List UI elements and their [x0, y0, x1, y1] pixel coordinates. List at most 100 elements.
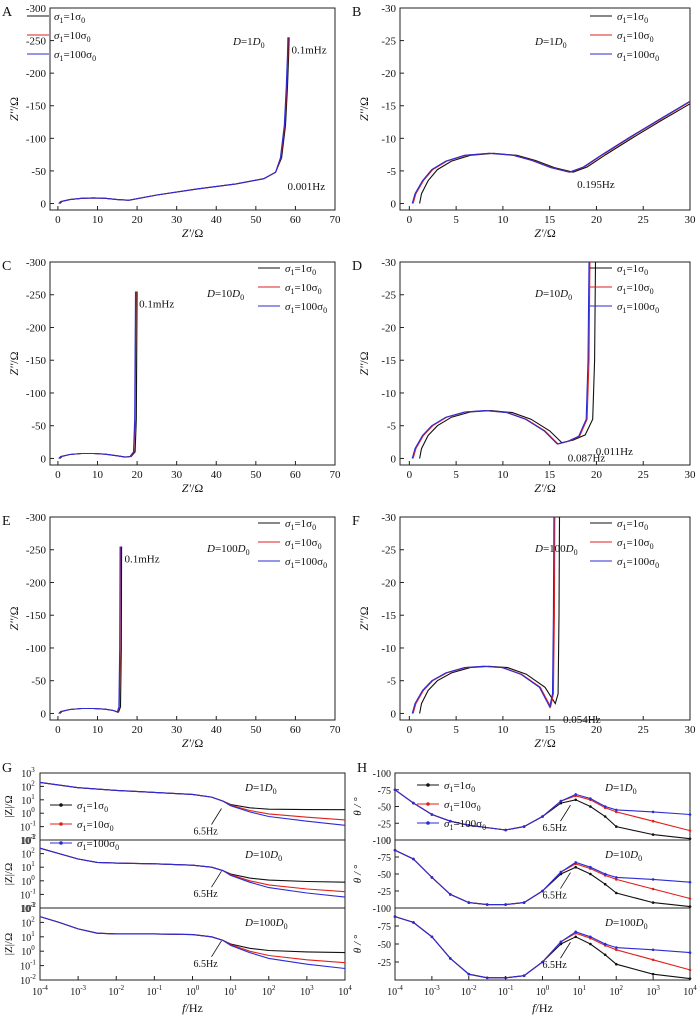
series-marker: [485, 976, 489, 980]
condition-label: D=100D0: [206, 543, 250, 557]
y-tick-label: -100: [373, 904, 391, 915]
series-marker: [589, 935, 592, 939]
y-tick-label: -25: [381, 290, 396, 302]
y-tick-label: -50: [31, 421, 46, 433]
x-tick-label: 100: [186, 984, 200, 998]
x-axis-label: Z'/Ω: [534, 736, 556, 750]
x-axis-label: Z'/Ω: [534, 226, 556, 240]
frequency-annotation: 6.5Hz: [193, 826, 218, 837]
legend-label: σ1=10σ0: [285, 282, 322, 296]
frequency-annotation: 0.1mHz: [139, 298, 174, 310]
x-axis-label: f/Hz: [532, 1001, 553, 1015]
x-tick-label: 25: [638, 469, 650, 481]
legend-item: σ1=1σ0: [258, 518, 316, 532]
series-marker: [589, 872, 592, 876]
x-tick-label: 40: [211, 724, 223, 736]
legend-label: σ1=100σ0: [617, 301, 659, 315]
y-tick-label: 100: [21, 944, 35, 958]
legend-label: σ1=10σ0: [285, 537, 322, 551]
legend-item: σ1=1σ0: [50, 800, 108, 814]
series-marker: [688, 829, 692, 832]
x-tick-label: 0: [55, 724, 61, 736]
series-marker: [467, 972, 471, 976]
x-tick-label: 30: [685, 469, 697, 481]
series-marker: [412, 857, 415, 861]
y-tick-label: -150: [26, 101, 47, 113]
x-tick-label: 10: [497, 469, 509, 481]
frequency-annotation: 0.001Hz: [288, 181, 326, 193]
panel-C: C 0 10 20 30 40 50 60 70 0 -50 -100 -150 -200 -250 -300…: [2, 257, 341, 495]
y-tick-label: -50: [31, 166, 46, 178]
series-marker: [603, 872, 607, 876]
x-axis-label: Z'/Ω: [182, 481, 204, 495]
y-tick-label: -75: [378, 922, 391, 933]
legend-label: σ1=100σ0: [54, 49, 96, 63]
y-tick-label: -150: [26, 355, 47, 367]
x-axis-label: f/Hz: [182, 1001, 203, 1015]
series-marker: [504, 903, 507, 906]
series-line: [58, 546, 122, 714]
panel-letter: E: [2, 514, 11, 529]
series-marker: [430, 876, 434, 879]
x-tick-label: 102: [262, 984, 276, 998]
y-axis-label: |Z|/Ω: [3, 933, 15, 955]
panel-letter: B: [352, 5, 361, 20]
condition-label: D=10D0: [206, 288, 244, 302]
series-marker: [615, 962, 618, 966]
series-marker: [559, 942, 563, 946]
annotation-arrow: [560, 804, 571, 822]
y-tick-label: -250: [26, 36, 47, 48]
condition-label: D=1D0: [604, 782, 637, 796]
legend-item: σ1=100σ0: [258, 556, 327, 570]
condition-label: D=1D0: [244, 782, 277, 796]
y-axis-label: Z''/Ω: [357, 606, 371, 630]
y-tick-label: -15: [381, 355, 396, 367]
x-tick-label: 20: [132, 214, 144, 226]
x-tick-label: 0: [55, 469, 61, 481]
series-marker: [589, 942, 592, 946]
legend-item: σ1=100σ0: [417, 818, 486, 832]
x-tick-label: 10-4: [387, 984, 403, 998]
series-marker: [393, 848, 397, 852]
x-tick-label: 20: [591, 469, 603, 481]
y-tick-label: -200: [26, 68, 47, 80]
frequency-annotation: 0.1mHz: [292, 44, 327, 56]
x-tick-label: 30: [171, 469, 183, 481]
panel-H: H -100 -75 -50 -25 0 θ / ° D=1D0 6.5Hz -100 -75 -50…: [352, 761, 697, 1015]
panel-letter: H: [357, 761, 367, 776]
frequency-annotation: 0.195Hz: [577, 179, 615, 191]
series-marker: [688, 905, 692, 908]
y-tick-label: 10-1: [20, 959, 36, 973]
y-tick-label: 10-2: [20, 833, 36, 847]
x-tick-label: 10-3: [424, 984, 440, 998]
legend-item: σ1=10σ0: [590, 30, 654, 44]
y-tick-label: -50: [378, 870, 391, 881]
y-tick-label: -200: [26, 322, 47, 334]
annotation-arrow: [211, 808, 222, 825]
frequency-annotation: 0.1mHz: [124, 553, 159, 565]
y-tick-label: -20: [381, 322, 396, 334]
y-axis-label: Z''/Ω: [7, 606, 21, 630]
x-tick-label: 50: [250, 724, 262, 736]
legend-label: σ1=1σ0: [617, 263, 648, 277]
y-tick-label: -25: [378, 958, 391, 969]
legend-item: σ1=1σ0: [258, 263, 316, 277]
legend-marker: [426, 821, 430, 825]
y-tick-label: -300: [26, 512, 47, 524]
x-tick-label: 70: [330, 724, 342, 736]
y-tick-label: 101: [21, 793, 35, 807]
x-axis-label: Z'/Ω: [182, 736, 204, 750]
legend-label: σ1=100σ0: [444, 818, 486, 832]
frequency-annotation: 0.054Hz: [563, 714, 601, 726]
x-tick-label: 10-2: [461, 984, 477, 998]
y-tick-label: 10-1: [20, 820, 36, 834]
legend-label: σ1=100σ0: [77, 838, 119, 852]
x-tick-label: 104: [683, 984, 697, 998]
series-marker: [522, 825, 526, 828]
series-marker: [615, 810, 618, 814]
y-axis-label: Z''/Ω: [357, 351, 371, 375]
series-marker: [449, 893, 452, 896]
panel-letter: C: [2, 259, 11, 274]
legend-label: σ1=10σ0: [77, 819, 114, 833]
annotation-arrow: [560, 942, 571, 959]
